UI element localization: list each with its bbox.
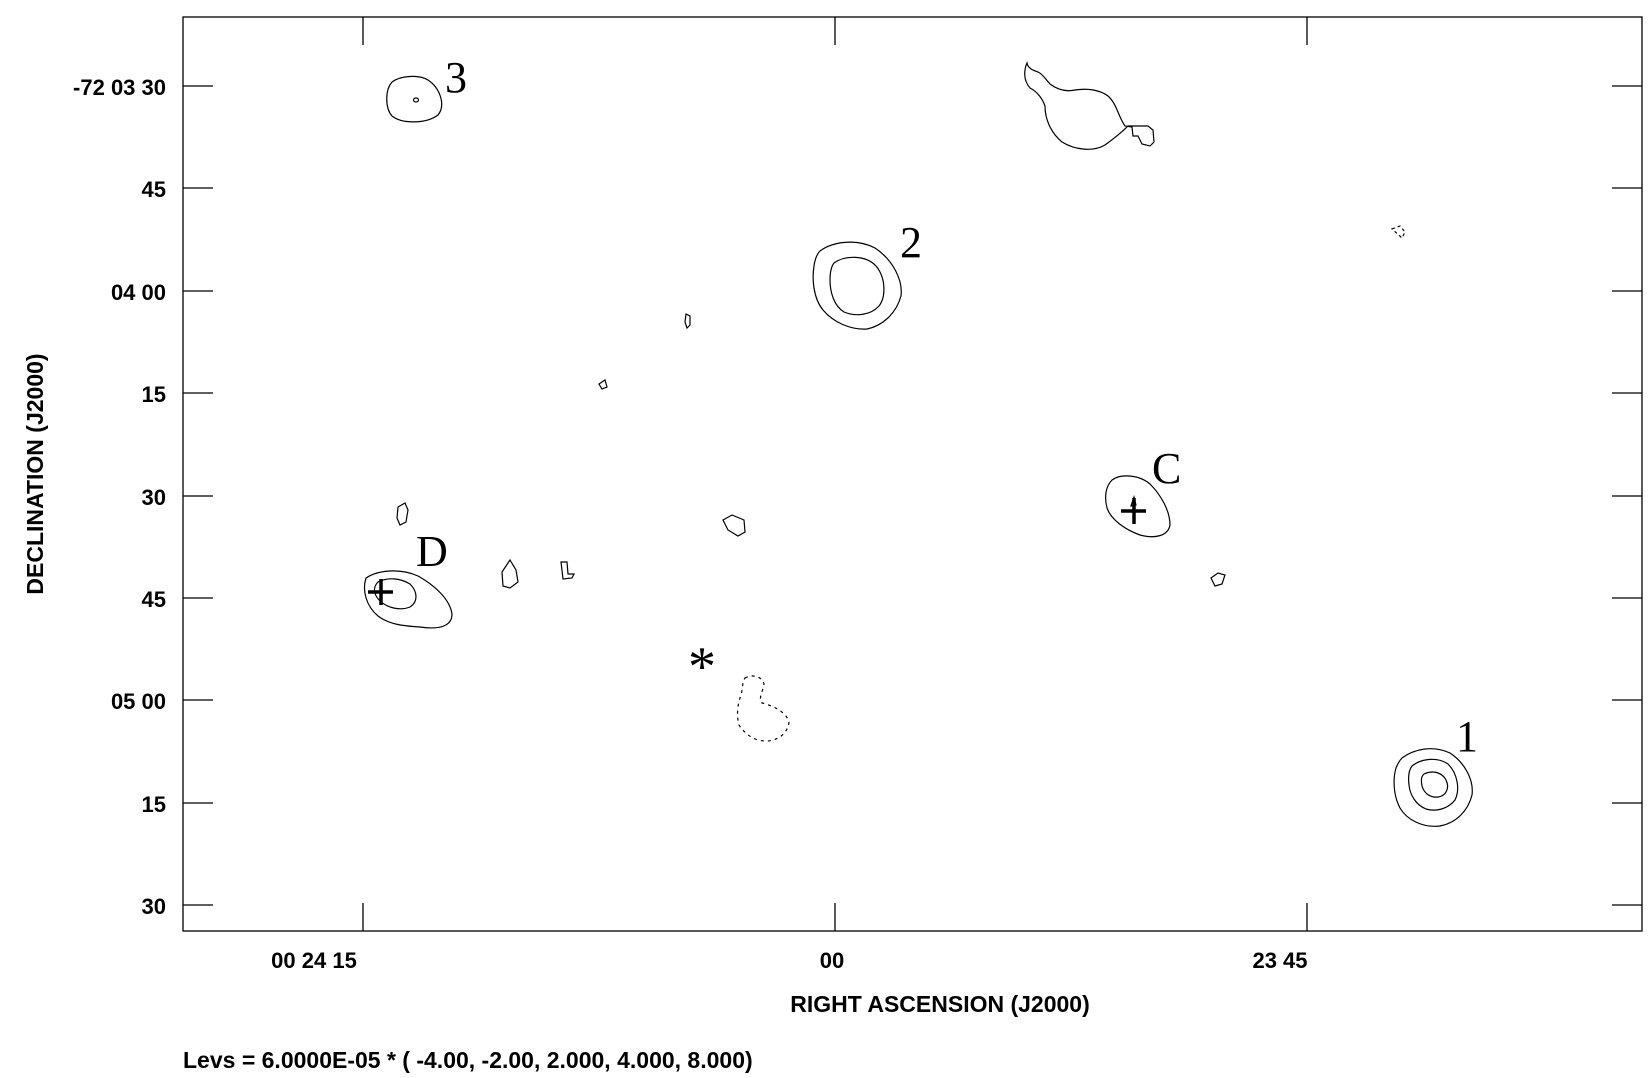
small-blob-contour [396, 502, 409, 526]
source-3-contour [386, 75, 443, 123]
y-tick-label: 15 [142, 792, 166, 817]
source-d-cross-marker [368, 579, 393, 605]
extended-emission-contour [1024, 60, 1155, 150]
x-ticks [362, 17, 1308, 931]
y-tick-label: 45 [142, 177, 166, 202]
small-blob-contour [684, 313, 691, 330]
source-label-c: C [1152, 444, 1181, 493]
source-2-contour [812, 241, 902, 330]
x-axis-title: RIGHT ASCENSION (J2000) [790, 991, 1090, 1017]
x-tick-label: 00 [820, 948, 844, 973]
plot-frame [182, 16, 1643, 932]
x-tick-label: 00 24 15 [271, 948, 357, 973]
y-tick-label: 15 [142, 382, 166, 407]
x-tick-labels: 00 24 15 00 23 45 [271, 948, 1307, 973]
small-blob-contour [722, 514, 746, 537]
small-blob-contour [501, 558, 519, 589]
y-tick-label: 30 [142, 894, 166, 919]
source-d-contour [363, 570, 453, 629]
small-blob-contour [598, 379, 608, 390]
source-c-cross-marker [1121, 498, 1146, 524]
y-ticks [183, 85, 1642, 906]
star-marker: * [688, 636, 716, 698]
y-tick-label: -72 03 30 [73, 75, 166, 100]
y-tick-labels: -72 03 30 45 04 00 15 30 45 05 00 15 30 [73, 75, 166, 919]
small-blob-contour [1210, 572, 1226, 587]
source-c-contour [1105, 475, 1171, 538]
y-axis-title: DECLINATION (J2000) [22, 353, 48, 594]
small-blob-contour [560, 561, 575, 580]
contour-levels-caption: Levs = 6.0000E-05 * ( -4.00, -2.00, 2.00… [183, 1047, 753, 1073]
negative-contour [736, 675, 790, 742]
y-tick-label: 04 00 [111, 280, 166, 305]
source-label-d: D [416, 527, 448, 576]
source-label-3: 3 [445, 53, 467, 102]
y-tick-label: 30 [142, 485, 166, 510]
source-label-2: 2 [900, 218, 922, 267]
small-blob-contour [1390, 225, 1406, 239]
source-1-contour [1393, 748, 1473, 827]
y-tick-label: 05 00 [111, 689, 166, 714]
source-label-1: 1 [1456, 712, 1478, 761]
y-tick-label: 45 [142, 587, 166, 612]
x-tick-label: 23 45 [1252, 948, 1307, 973]
